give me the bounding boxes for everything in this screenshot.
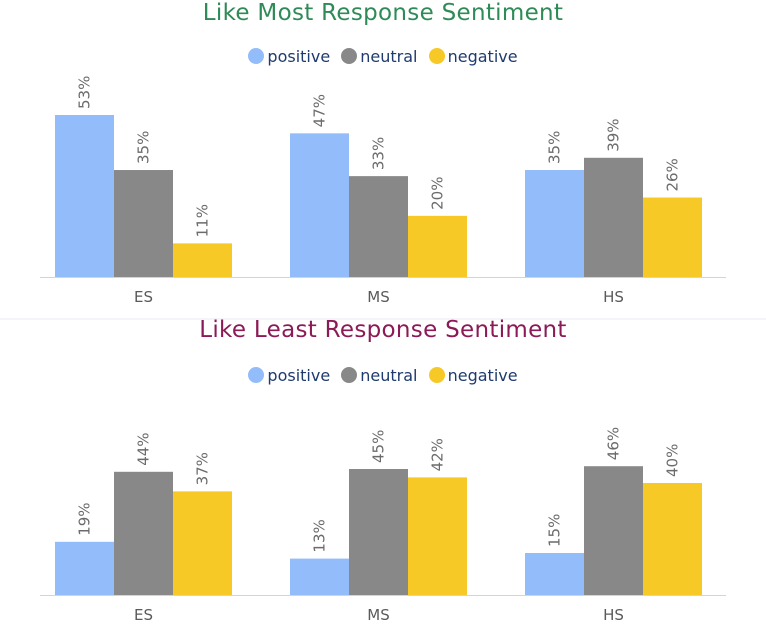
legend-item-negative[interactable]: negative <box>428 47 518 66</box>
data-label-neutral-es: 44% <box>135 432 153 465</box>
legend-item-neutral[interactable]: neutral <box>341 47 418 66</box>
bar-neutral-hs[interactable] <box>584 466 643 595</box>
data-label-positive-ms: 13% <box>311 519 329 552</box>
legend-swatch-negative <box>428 367 445 383</box>
bar-positive-es[interactable] <box>55 541 114 595</box>
bar-neutral-hs[interactable] <box>584 157 643 277</box>
data-label-negative-hs: 40% <box>664 444 682 477</box>
data-label-neutral-hs: 39% <box>605 118 623 151</box>
category-label-hs: HS <box>603 288 624 306</box>
legend-label-neutral: neutral <box>360 47 418 66</box>
legend-item-positive[interactable]: positive <box>248 366 330 385</box>
section-divider <box>0 318 766 321</box>
category-label-es: ES <box>134 288 153 306</box>
legend-label-negative: negative <box>447 47 518 66</box>
category-label-hs: HS <box>603 606 624 624</box>
bar-neutral-es[interactable] <box>114 471 173 595</box>
legend-swatch-negative <box>428 48 445 64</box>
data-label-negative-ms: 42% <box>429 438 447 471</box>
data-label-neutral-ms: 45% <box>370 430 388 463</box>
data-label-positive-hs: 35% <box>546 131 564 164</box>
like-most-legend: positive neutral negative <box>0 47 766 66</box>
data-label-neutral-hs: 46% <box>605 427 623 460</box>
data-label-neutral-es: 35% <box>135 131 153 164</box>
bar-negative-es[interactable] <box>173 491 232 595</box>
legend-swatch-neutral <box>341 48 358 64</box>
legend-item-neutral[interactable]: neutral <box>341 366 418 385</box>
data-label-positive-ms: 47% <box>311 94 329 127</box>
data-label-positive-es: 53% <box>76 76 94 109</box>
bar-negative-hs[interactable] <box>643 483 702 595</box>
like-least-title: Like Least Response Sentiment <box>199 317 567 343</box>
legend-label-positive: positive <box>267 47 331 66</box>
legend-swatch-positive <box>248 367 265 383</box>
like-most-plot: 53% 35% 11% ES 47% 33% 20% MS 35% 39% 26% HS <box>40 76 726 306</box>
like-most-panel: Like Most Response Sentiment positive ne… <box>0 0 766 318</box>
bar-negative-hs[interactable] <box>643 197 702 277</box>
legend-label-negative: negative <box>447 366 518 385</box>
legend-item-positive[interactable]: positive <box>248 47 330 66</box>
data-label-negative-ms: 20% <box>429 177 447 210</box>
legend-label-neutral: neutral <box>360 366 418 385</box>
category-label-es: ES <box>134 606 153 624</box>
category-label-ms: MS <box>367 288 389 306</box>
like-most-title: Like Most Response Sentiment <box>202 0 564 26</box>
data-label-negative-hs: 26% <box>664 158 682 191</box>
data-label-negative-es: 11% <box>194 204 212 237</box>
bar-positive-hs[interactable] <box>525 553 584 595</box>
bar-positive-ms[interactable] <box>290 133 349 277</box>
bar-neutral-ms[interactable] <box>349 176 408 277</box>
like-least-panel: Like Least Response Sentiment positive n… <box>0 317 766 638</box>
like-least-legend: positive neutral negative <box>0 366 766 385</box>
bar-negative-ms[interactable] <box>408 477 467 595</box>
legend-swatch-neutral <box>341 367 358 383</box>
data-label-negative-es: 37% <box>194 452 212 485</box>
legend-swatch-positive <box>248 48 265 64</box>
bar-positive-ms[interactable] <box>290 558 349 595</box>
bar-negative-es[interactable] <box>173 243 232 277</box>
bar-positive-hs[interactable] <box>525 170 584 277</box>
bar-neutral-ms[interactable] <box>349 469 408 595</box>
data-label-positive-es: 19% <box>76 502 94 535</box>
bar-negative-ms[interactable] <box>408 215 467 277</box>
legend-label-positive: positive <box>267 366 331 385</box>
data-label-positive-hs: 15% <box>546 514 564 547</box>
bar-neutral-es[interactable] <box>114 170 173 277</box>
bar-positive-es[interactable] <box>55 115 114 277</box>
like-least-plot: 19% 44% 37% ES 13% 45% 42% MS 15% 46% 40% HS <box>40 427 726 624</box>
data-label-neutral-ms: 33% <box>370 137 388 170</box>
legend-item-negative[interactable]: negative <box>428 366 518 385</box>
category-label-ms: MS <box>367 606 389 624</box>
